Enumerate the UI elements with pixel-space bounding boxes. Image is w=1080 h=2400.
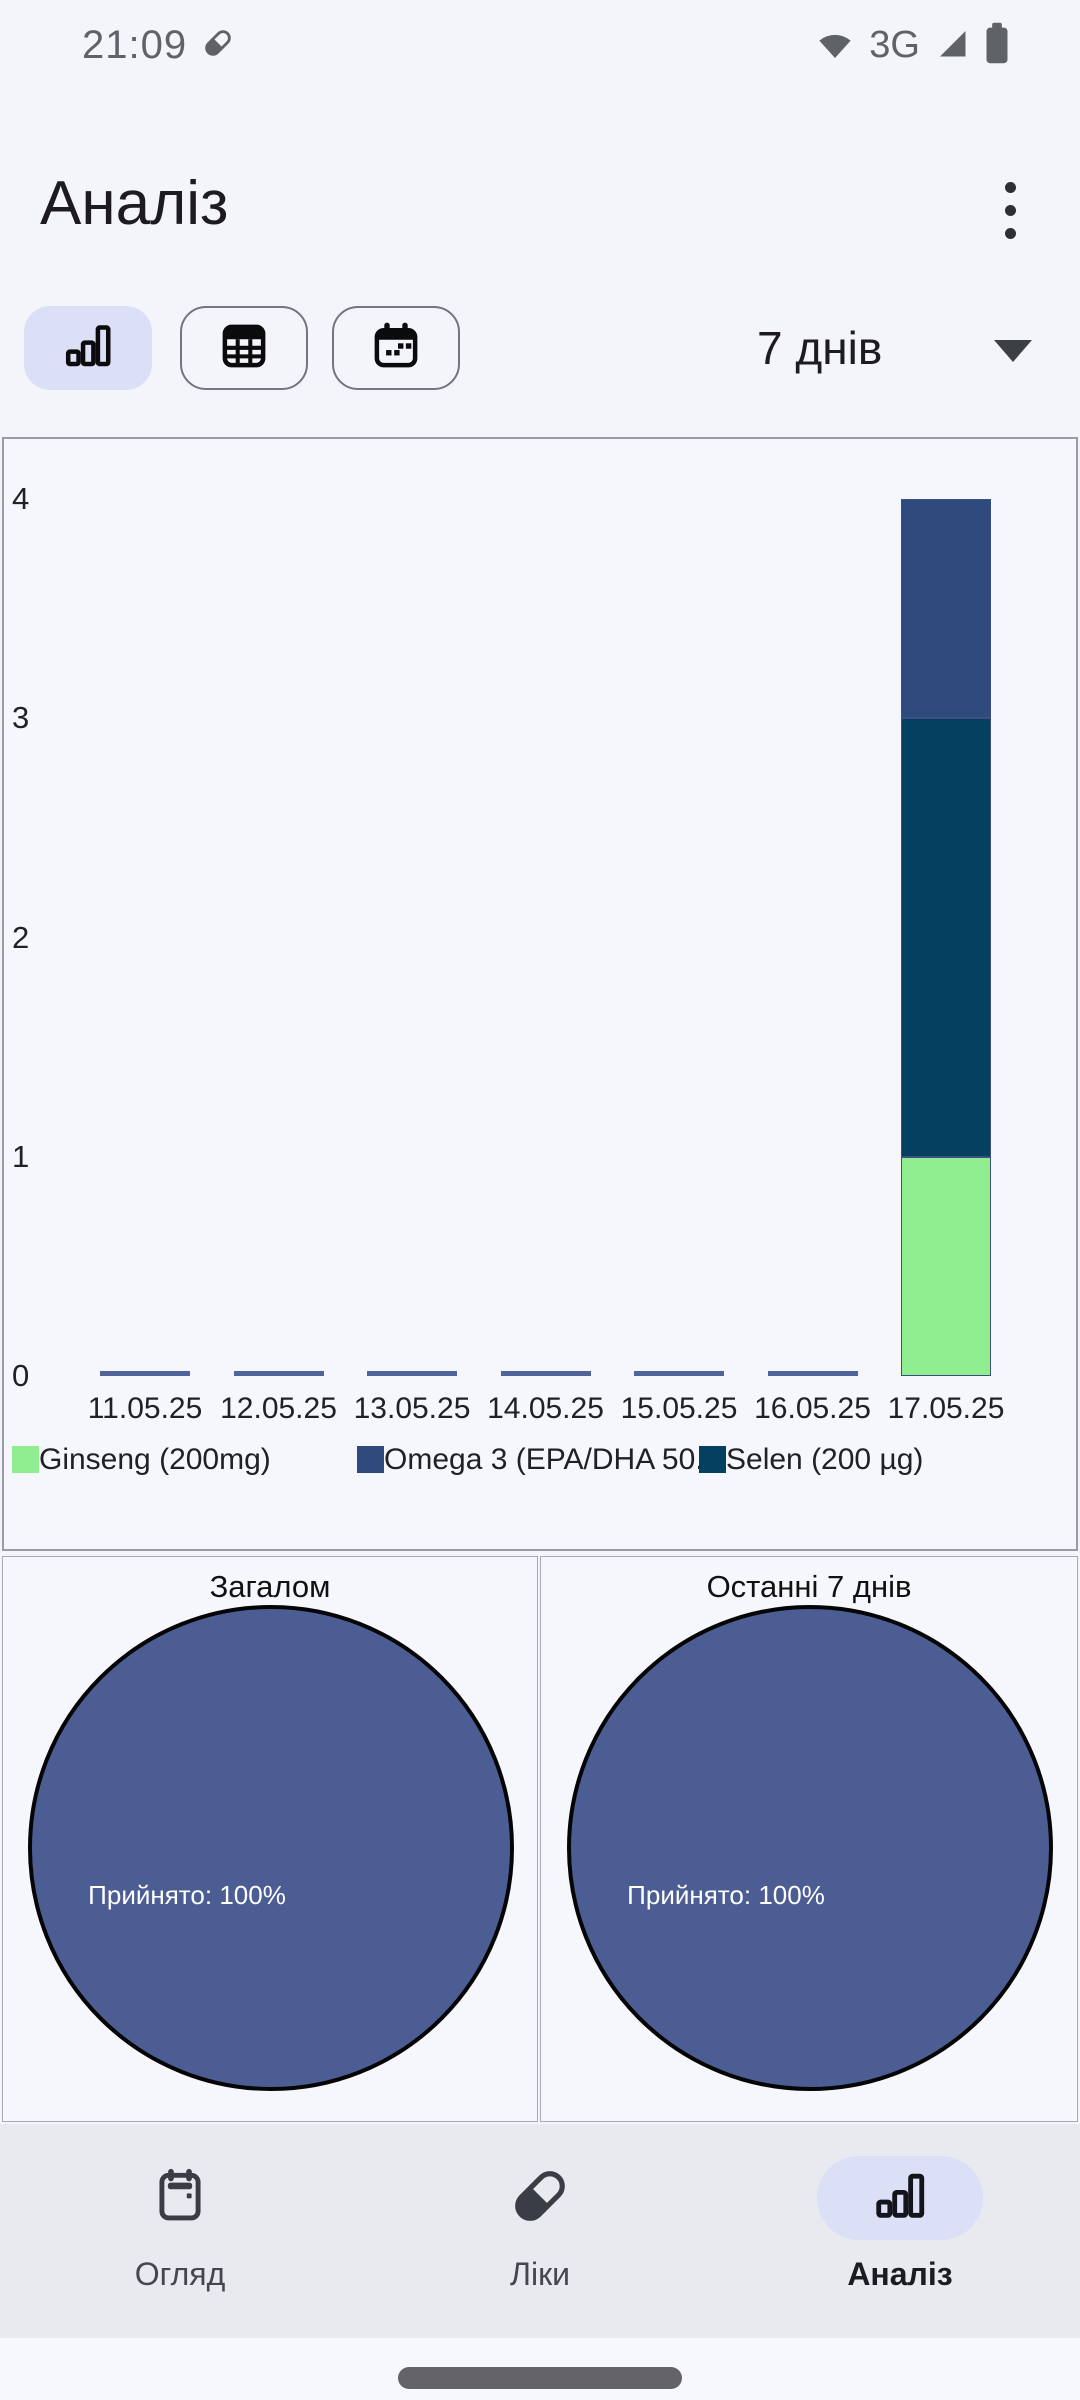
y-axis-tick-label: 0: [12, 1358, 30, 1393]
x-axis-tick-label: 17.05.25: [887, 1392, 1005, 1425]
gesture-handle[interactable]: [398, 2367, 682, 2389]
overflow-menu-button[interactable]: [982, 166, 1038, 254]
bar-segment-ginseng-200mg-: [901, 1156, 991, 1376]
nav-label-medications: Ліки: [510, 2256, 570, 2292]
nav-selected-pill-background: [817, 2156, 983, 2240]
pie-title: Загалом: [209, 1569, 331, 1604]
kebab-dot: [1004, 227, 1016, 239]
legend-label: Omega 3 (EPA/DHA 50...: [384, 1443, 721, 1476]
kebab-dot: [1004, 181, 1016, 193]
pie-chart-last-7-days: Прийнято: 100%: [567, 1605, 1053, 2091]
nav-label-analysis: Аналіз: [847, 2256, 953, 2292]
pie-card-total: Загалом Прийнято: 100%: [2, 1556, 538, 2122]
cellular-signal-icon: [934, 25, 970, 66]
legend-item: Omega 3 (EPA/DHA 50...: [357, 1443, 720, 1477]
zero-value-bar: [100, 1371, 190, 1376]
bottom-nav: Огляд Ліки: [0, 2124, 1080, 2338]
x-axis-tick-label: 14.05.25: [487, 1392, 604, 1425]
app-bar: Аналіз: [0, 140, 1080, 270]
pie-slice-label: Прийнято: 100%: [627, 1880, 825, 1910]
date-range-selector[interactable]: 7 днів: [720, 306, 1080, 390]
bar-segment-selen-200-g-: [901, 718, 991, 1157]
battery-icon: [984, 22, 1010, 69]
pie-slice-label: Прийнято: 100%: [88, 1880, 286, 1910]
status-left: 21:09: [82, 0, 235, 90]
bar-chart-icon: [61, 319, 115, 378]
nav-label-overview: Огляд: [134, 2256, 226, 2292]
chevron-down-icon: [994, 340, 1032, 362]
pie-title: Останні 7 днів: [706, 1569, 912, 1604]
x-axis-tick-label: 13.05.25: [353, 1392, 471, 1425]
page-title: Аналіз: [40, 169, 229, 238]
gesture-area: [0, 2338, 1080, 2400]
zero-value-bar: [634, 1371, 724, 1376]
nav-item-overview[interactable]: Огляд: [0, 2124, 360, 2338]
pie-section: Загалом Прийнято: 100% Останні 7 днів Пр…: [0, 1556, 1080, 2124]
legend-item: Selen (200 µg): [699, 1443, 923, 1477]
bar-segment-omega-3-epa-dha-50-: [901, 499, 991, 719]
pie-chart-total: Прийнято: 100%: [28, 1605, 514, 2091]
legend-item: Ginseng (200mg): [12, 1443, 271, 1477]
y-axis-tick-label: 2: [12, 919, 30, 955]
legend-label: Ginseng (200mg): [39, 1443, 271, 1476]
x-axis-tick-label: 16.05.25: [754, 1392, 871, 1425]
network-type-label: 3G: [869, 23, 920, 66]
legend-swatch: [699, 1446, 726, 1473]
wifi-icon: [815, 26, 855, 65]
table-icon: [217, 319, 271, 378]
calendar-dots-icon: [369, 319, 423, 378]
x-axis-tick-label: 15.05.25: [620, 1392, 738, 1425]
bar-chart-view-toggle[interactable]: [24, 306, 152, 390]
y-axis-tick-label: 3: [12, 700, 30, 736]
legend-label: Selen (200 µg): [726, 1443, 924, 1476]
y-axis-tick-label: 1: [12, 1138, 30, 1174]
status-right: 3G: [815, 0, 1010, 90]
kebab-dot: [1004, 204, 1016, 216]
zero-value-bar: [367, 1371, 457, 1376]
calendar-view-toggle[interactable]: [332, 306, 460, 390]
pill-icon: [509, 2165, 571, 2232]
zero-value-bar: [500, 1371, 591, 1376]
clock: 21:09: [82, 22, 188, 67]
table-view-toggle[interactable]: [180, 306, 308, 390]
nav-item-analysis[interactable]: Аналіз: [720, 2124, 1080, 2338]
date-range-value: 7 днів: [757, 322, 883, 374]
zero-value-bar: [233, 1371, 324, 1376]
y-axis-tick-label: 4: [12, 481, 30, 516]
x-axis-tick-label: 12.05.25: [220, 1392, 337, 1425]
zero-value-bar: [767, 1371, 858, 1376]
x-axis-tick-label: 11.05.25: [87, 1392, 203, 1425]
bar-chart-icon: [871, 2167, 929, 2230]
intake-bar-chart-card: 0 1 2 3 4 11.05.25 12.05.25 13.05.25 14.05.25 15.…: [2, 437, 1078, 1551]
pill-notification-icon: [201, 26, 235, 65]
legend-swatch: [357, 1446, 384, 1473]
status-bar: 21:09 3G: [0, 0, 1080, 90]
calendar-overview-icon: [149, 2165, 211, 2232]
pie-card-last-7-days: Останні 7 днів Прийнято: 100%: [540, 1556, 1078, 2122]
toolbar: 7 днів: [0, 306, 1080, 390]
nav-item-medications[interactable]: Ліки: [360, 2124, 720, 2338]
legend-swatch: [12, 1446, 39, 1473]
bar-chart-plot: 0 1 2 3 4 11.05.25 12.05.25 13.05.25 14.05.25 15.…: [4, 439, 1076, 1549]
